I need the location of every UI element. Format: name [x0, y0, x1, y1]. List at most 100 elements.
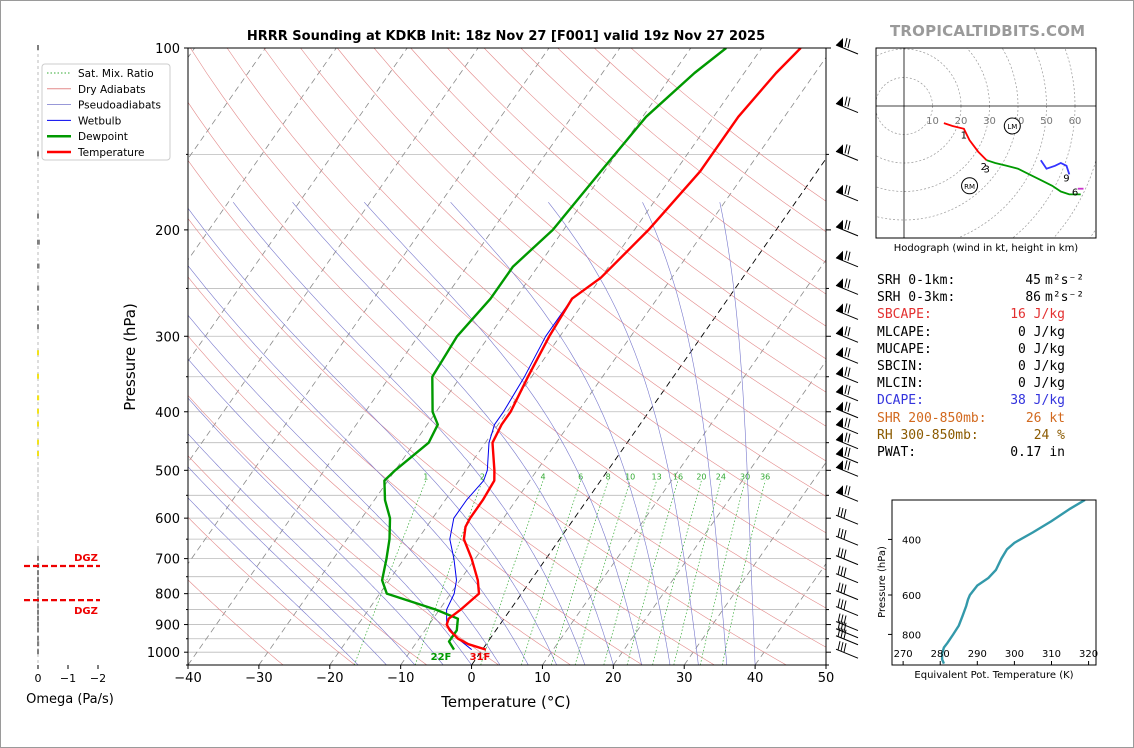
wind-barb-flag — [837, 582, 841, 592]
hodo-area — [876, 48, 1096, 238]
wind-barb-flag — [847, 304, 851, 314]
hodo-height-label: 3 — [983, 165, 989, 176]
wind-barb-pennant — [836, 401, 843, 412]
pseudoadiabat-line — [188, 314, 501, 665]
wind-barb-flag — [847, 461, 851, 471]
wind-barb-flag — [844, 250, 848, 260]
y-tick-label: 200 — [155, 224, 180, 239]
x-tick-label: 0 — [467, 671, 475, 686]
wind-barb-flag — [837, 507, 841, 517]
wind-barb-flag — [847, 145, 851, 155]
theta-y-tick-label: 400 — [902, 535, 921, 546]
wind-barb — [835, 446, 859, 464]
skewt-plot-area — [188, 48, 826, 665]
omega-bar — [37, 603, 39, 609]
mixing-ratio-line — [480, 480, 544, 665]
mixing-ratio-line — [721, 480, 766, 665]
theta-e-y-label: Pressure (hPa) — [877, 546, 888, 618]
wind-barb-pennant — [836, 250, 843, 261]
dry-adiabat-line — [188, 579, 284, 665]
y-tick-label: 600 — [155, 512, 180, 527]
wind-barb-flag — [840, 548, 844, 558]
wind-barb-pennant — [836, 432, 843, 443]
pseudoadiabat-line — [719, 202, 756, 665]
wind-barb — [835, 507, 859, 525]
wind-barb — [835, 401, 859, 419]
storm-motion-marker — [961, 177, 979, 195]
theta-e-profile — [940, 500, 1086, 665]
mixing-ratio-label: 4 — [541, 473, 546, 482]
storm-motion-label: RM — [964, 183, 975, 191]
omega-bar — [37, 45, 39, 50]
omega-bar — [37, 408, 39, 414]
wind-barb-flag — [844, 384, 848, 394]
omega-bar — [37, 627, 39, 633]
omega-bar — [37, 641, 40, 647]
parameters-table: SRH 0-1km: 45 m²s⁻² SRH 0-3km: 86 m²s⁻² SBCAPE… — [877, 272, 1127, 461]
dry-adiabat-line — [188, 218, 715, 665]
x-tick-label: 40 — [747, 671, 764, 686]
wind-barb-staff — [835, 573, 859, 584]
mixing-ratio-label: 16 — [673, 473, 683, 482]
wind-barb-pennant — [836, 96, 843, 107]
wind-barb-flag — [843, 530, 847, 540]
mixing-ratio-line — [414, 480, 483, 665]
wind-barb-flag — [847, 433, 851, 443]
isotherm-line — [258, 48, 692, 665]
wind-barb-pennant — [836, 446, 843, 457]
param-value: 38 J/kg — [1010, 393, 1065, 409]
wind-barb-flag — [844, 432, 848, 442]
wind-barb-flag — [847, 220, 851, 230]
omega-bar — [37, 615, 39, 621]
pseudoadiabat-line — [363, 201, 642, 665]
mixing-ratio-line — [574, 480, 631, 665]
wind-barb-flag — [837, 641, 841, 651]
legend-entry: Temperature — [77, 147, 145, 159]
wind-barb-flag — [847, 97, 851, 107]
wind-barb-flag — [847, 251, 851, 261]
hodograph-caption: Hodograph (wind in kt, height in km) — [894, 243, 1079, 254]
wind-barb-flag — [844, 184, 848, 194]
wind-barb-flag — [844, 446, 848, 456]
wind-barb-flag — [837, 547, 841, 557]
dry-adiabat-line — [188, 335, 571, 665]
omega-bar — [37, 263, 40, 269]
legend-entry: Dry Adiabats — [78, 84, 146, 96]
surface-temperature-label: 31F — [470, 652, 491, 663]
legend-entry: Dewpoint — [78, 131, 128, 143]
wind-barb — [835, 96, 859, 114]
theta-y-tick-label: 800 — [902, 630, 921, 641]
param-value: 0.17 in — [1010, 444, 1065, 460]
param-row: SHR 200-850mb: 26 kt — [877, 410, 1127, 427]
mixing-ratio-line — [652, 480, 702, 665]
hodo-segment — [986, 159, 1081, 196]
wind-barb-flag — [837, 620, 841, 630]
omega-bar — [37, 285, 40, 291]
mixing-ratio-label: 10 — [625, 473, 635, 482]
param-label: SBCIN: — [877, 358, 924, 374]
isotherm-line — [188, 48, 621, 665]
skewt-frame — [187, 47, 827, 666]
x-tick-label: 50 — [818, 671, 835, 686]
wind-barb-flag — [843, 643, 847, 653]
wind-barb-flag — [840, 614, 844, 624]
wind-barb-flag — [840, 508, 844, 518]
wind-barb — [835, 528, 859, 546]
wind-barb-pennant — [836, 485, 843, 496]
omega-bar — [37, 451, 39, 457]
wind-barb — [835, 598, 859, 617]
wind-barb — [835, 347, 859, 364]
theta-e-plot: 270 280 290 300 310 320 400 600 800 — [888, 499, 1098, 666]
wind-barb-flag — [843, 615, 847, 625]
mixing-ratio-label: 2 — [480, 473, 485, 482]
hodo-height-label: 2 — [981, 162, 987, 173]
dry-adiabat-line — [188, 394, 499, 665]
omega-bar — [37, 547, 39, 553]
wind-barb-flag — [843, 509, 847, 519]
param-label: MUCAPE: — [877, 341, 932, 357]
wind-barb-flag — [844, 460, 848, 470]
dry-adiabat-line — [188, 276, 643, 665]
wind-barb — [835, 460, 859, 477]
x-tick-label: 10 — [534, 671, 551, 686]
